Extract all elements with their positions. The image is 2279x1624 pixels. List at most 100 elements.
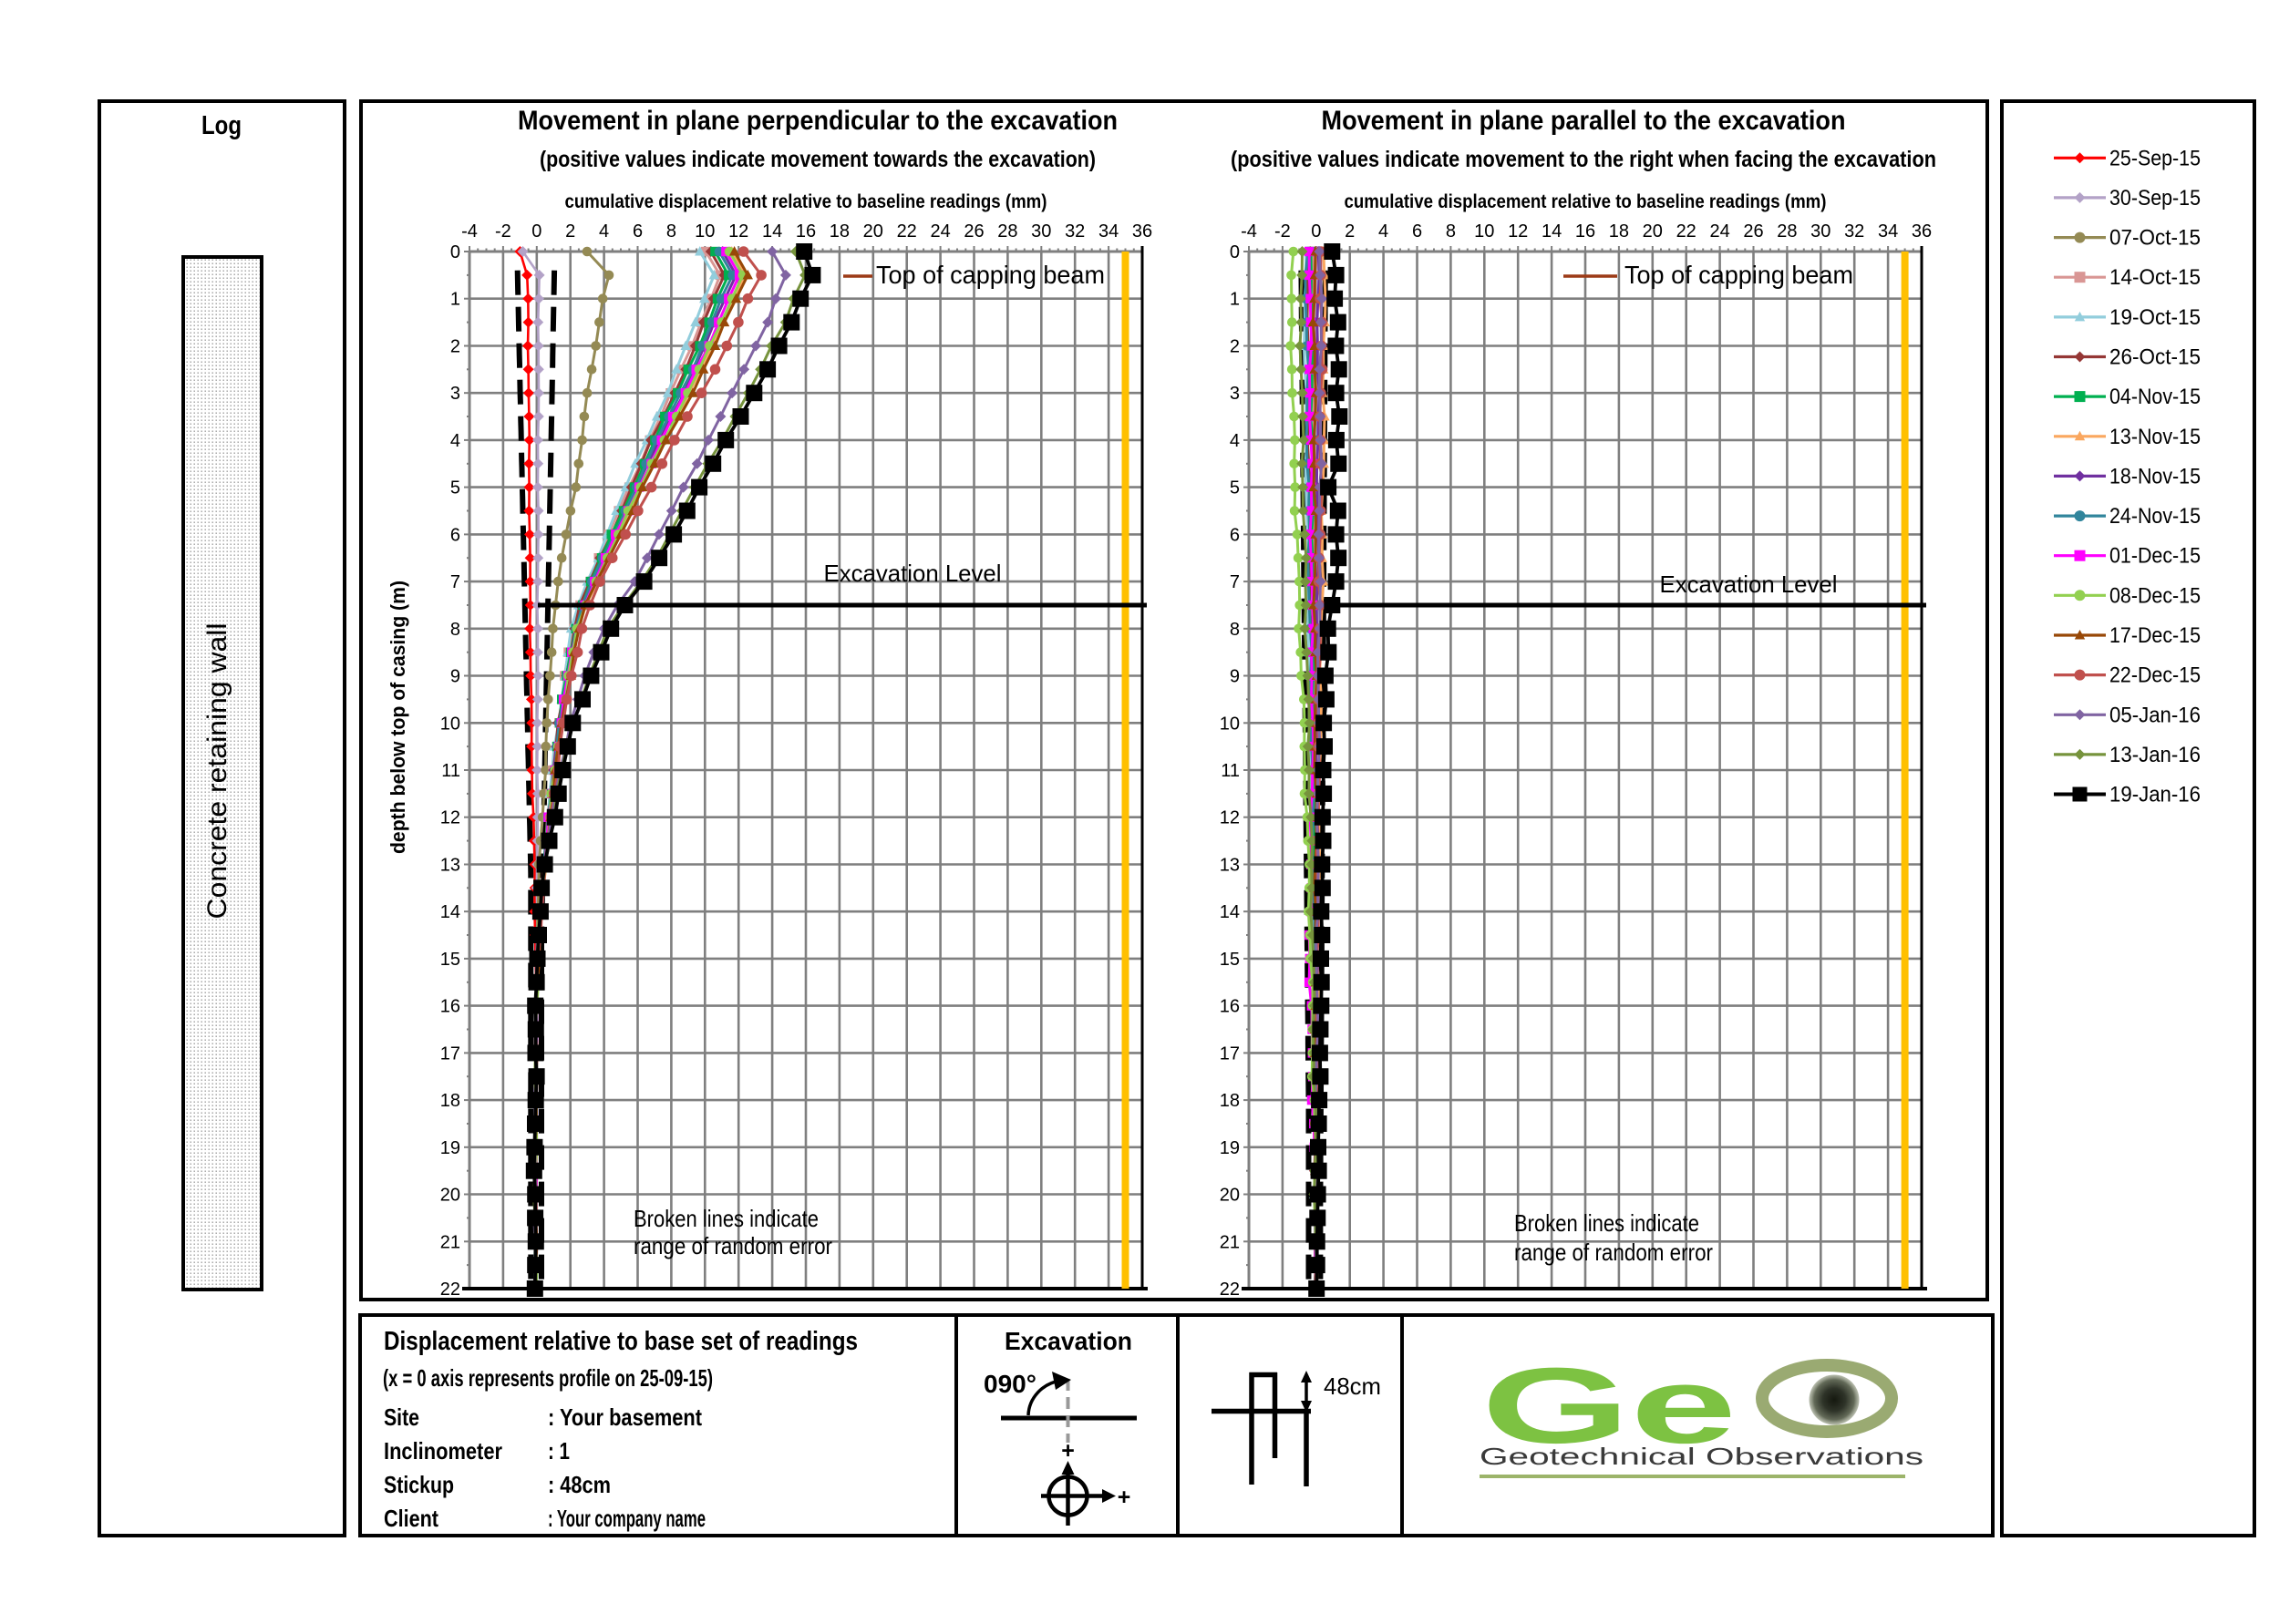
svg-text:14-Oct-15: 14-Oct-15: [2109, 265, 2201, 290]
svg-text:34: 34: [1098, 221, 1119, 242]
svg-text:+: +: [1118, 1485, 1131, 1510]
svg-text:0: 0: [450, 242, 460, 262]
svg-text:13-Jan-16: 13-Jan-16: [2109, 743, 2201, 767]
svg-text:21: 21: [1220, 1232, 1240, 1252]
svg-text:8: 8: [1446, 221, 1456, 242]
svg-text:: Your company name: : Your company name: [548, 1505, 706, 1532]
svg-text:16: 16: [1575, 221, 1595, 242]
svg-text:: 1: : 1: [548, 1437, 570, 1465]
svg-text:Site: Site: [384, 1403, 419, 1431]
svg-text:12: 12: [440, 808, 460, 828]
svg-text:6: 6: [1412, 221, 1422, 242]
svg-text:22: 22: [440, 1280, 460, 1300]
svg-text:4: 4: [1378, 221, 1388, 242]
svg-text:22: 22: [1220, 1280, 1240, 1300]
svg-text:28: 28: [1777, 221, 1797, 242]
svg-text:13: 13: [1220, 856, 1240, 876]
svg-text:22-Dec-15: 22-Dec-15: [2109, 663, 2201, 688]
svg-text:12: 12: [1220, 808, 1240, 828]
svg-text:Excavation Level: Excavation Level: [824, 560, 1002, 587]
svg-text:(positive values indicate move: (positive values indicate movement towar…: [540, 147, 1096, 172]
svg-text:17-Dec-15: 17-Dec-15: [2109, 623, 2201, 648]
svg-text:Top of capping beam: Top of capping beam: [876, 261, 1105, 289]
svg-text:5: 5: [450, 478, 460, 499]
svg-text:-2: -2: [495, 221, 511, 242]
svg-text:Broken lines indicate: Broken lines indicate: [634, 1205, 819, 1232]
svg-text:34: 34: [1878, 221, 1898, 242]
svg-text:Excavation Level: Excavation Level: [1660, 570, 1838, 598]
svg-text:28: 28: [997, 221, 1017, 242]
svg-text:2: 2: [565, 221, 575, 242]
svg-text:07-Oct-15: 07-Oct-15: [2109, 226, 2201, 251]
svg-text:cumulative displacement relati: cumulative displacement relative to base…: [1345, 191, 1827, 212]
svg-text:13-Nov-15: 13-Nov-15: [2109, 425, 2201, 449]
svg-text:2: 2: [1345, 221, 1355, 242]
svg-text:14: 14: [440, 902, 460, 922]
svg-text:2: 2: [1230, 337, 1240, 357]
svg-text:30-Sep-15: 30-Sep-15: [2109, 186, 2201, 211]
svg-text:090°: 090°: [984, 1370, 1036, 1398]
svg-text:26-Oct-15: 26-Oct-15: [2109, 345, 2201, 370]
svg-text:0: 0: [531, 221, 541, 242]
svg-text:2: 2: [450, 337, 460, 357]
svg-text:depth below top of casing (m): depth below top of casing (m): [387, 581, 409, 854]
svg-text:3: 3: [450, 384, 460, 404]
svg-text:7: 7: [1230, 572, 1240, 592]
svg-text:04-Nov-15: 04-Nov-15: [2109, 385, 2201, 409]
svg-text:range of random error: range of random error: [1514, 1239, 1713, 1266]
svg-text:5: 5: [1230, 478, 1240, 499]
svg-text:7: 7: [450, 572, 460, 592]
svg-text:4: 4: [1230, 431, 1240, 451]
svg-text:15: 15: [1220, 950, 1240, 970]
svg-text:Broken lines indicate: Broken lines indicate: [1514, 1209, 1699, 1237]
svg-text:26: 26: [1743, 221, 1763, 242]
svg-text:16: 16: [1220, 997, 1240, 1017]
svg-text:8: 8: [1230, 620, 1240, 640]
svg-text:24: 24: [1709, 221, 1729, 242]
svg-text:3: 3: [1230, 384, 1240, 404]
svg-text:Client: Client: [384, 1505, 438, 1532]
svg-text:(x = 0 axis represents profile: (x = 0 axis represents profile on 25-09-…: [383, 1364, 713, 1392]
svg-text:10: 10: [1220, 714, 1240, 734]
svg-text:Stickup: Stickup: [384, 1471, 454, 1498]
svg-text:Ge: Ge: [1481, 1346, 1737, 1466]
svg-text:32: 32: [1844, 221, 1864, 242]
svg-text:16: 16: [440, 997, 460, 1017]
svg-text:14: 14: [762, 221, 782, 242]
svg-text:+: +: [1061, 1438, 1075, 1464]
svg-text:10: 10: [695, 221, 715, 242]
svg-text:26: 26: [964, 221, 984, 242]
svg-text:6: 6: [633, 221, 643, 242]
svg-text:24-Nov-15: 24-Nov-15: [2109, 504, 2201, 529]
svg-text:15: 15: [440, 950, 460, 970]
svg-text:Movement in plane parallel to: Movement in plane parallel to the excava…: [1322, 106, 1846, 136]
svg-text:36: 36: [1132, 221, 1152, 242]
svg-text:0: 0: [1230, 242, 1240, 262]
svg-text:Concrete retaining wall: Concrete retaining wall: [202, 623, 232, 920]
svg-text:17: 17: [440, 1043, 460, 1064]
svg-text:cumulative displacement relati: cumulative displacement relative to base…: [565, 191, 1047, 212]
svg-text:14: 14: [1220, 902, 1240, 922]
svg-text:20: 20: [440, 1186, 460, 1206]
svg-text:19: 19: [440, 1138, 460, 1158]
svg-text:18: 18: [1220, 1091, 1240, 1111]
svg-text:16: 16: [796, 221, 816, 242]
svg-text:9: 9: [1230, 667, 1240, 687]
svg-text:21: 21: [440, 1232, 460, 1252]
svg-text:24: 24: [930, 221, 950, 242]
svg-text:22: 22: [897, 221, 917, 242]
svg-text:4: 4: [450, 431, 460, 451]
svg-text:Movement in plane perpendicula: Movement in plane perpendicular to the e…: [518, 106, 1118, 136]
svg-text:19-Jan-16: 19-Jan-16: [2109, 783, 2201, 807]
svg-text:(positive values indicate move: (positive values indicate movement to th…: [1231, 147, 1936, 172]
svg-text:20: 20: [1643, 221, 1663, 242]
svg-text:19-Oct-15: 19-Oct-15: [2109, 305, 2201, 330]
svg-text:17: 17: [1220, 1043, 1240, 1064]
svg-text:18-Nov-15: 18-Nov-15: [2109, 464, 2201, 488]
svg-text:20: 20: [863, 221, 883, 242]
svg-text:22: 22: [1676, 221, 1696, 242]
svg-text:: Your basement: : Your basement: [548, 1403, 702, 1431]
svg-text:range of random error: range of random error: [634, 1232, 832, 1259]
svg-text:36: 36: [1912, 221, 1932, 242]
svg-text:25-Sep-15: 25-Sep-15: [2109, 146, 2201, 170]
